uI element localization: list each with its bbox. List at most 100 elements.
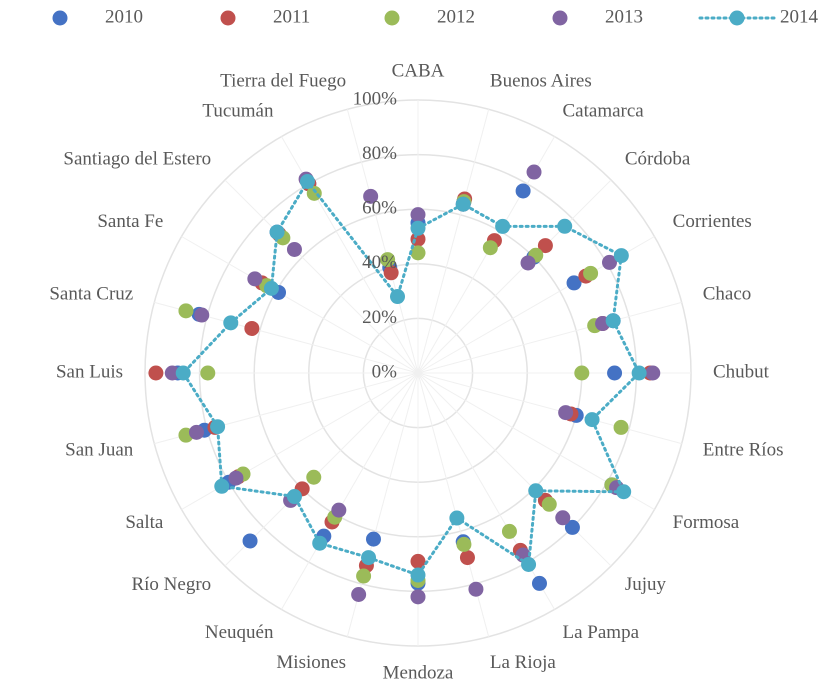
- legend-marker: [52, 10, 68, 26]
- data-point: [616, 484, 632, 500]
- data-point: [164, 365, 180, 381]
- category-label: Santiago del Estero: [63, 149, 211, 170]
- data-point: [228, 470, 244, 486]
- data-point: [365, 531, 381, 547]
- category-label: San Luis: [56, 361, 123, 382]
- data-point: [456, 536, 472, 552]
- data-point: [631, 365, 647, 381]
- data-point: [495, 218, 511, 234]
- data-point: [223, 315, 239, 331]
- data-point: [528, 483, 544, 499]
- data-point: [645, 365, 661, 381]
- data-point: [410, 553, 426, 569]
- category-label: La Pampa: [563, 622, 640, 643]
- data-point: [613, 419, 629, 435]
- data-point: [148, 365, 164, 381]
- data-point: [361, 550, 377, 566]
- data-point: [351, 587, 367, 603]
- spoke: [224, 179, 419, 374]
- spoke: [417, 372, 612, 567]
- data-point: [286, 241, 302, 257]
- data-point: [269, 224, 285, 240]
- r-tick-label: 20%: [362, 307, 397, 328]
- data-point: [520, 255, 536, 271]
- data-point: [564, 519, 580, 535]
- legend-label: 2014: [780, 6, 819, 27]
- category-label: Corrientes: [673, 211, 752, 232]
- data-point: [380, 252, 396, 268]
- data-point: [602, 254, 618, 270]
- data-point: [541, 496, 557, 512]
- legend-marker: [220, 10, 236, 26]
- category-label: Entre Ríos: [703, 439, 784, 460]
- data-point: [521, 557, 537, 573]
- data-point: [501, 523, 517, 539]
- category-label: Chubut: [713, 361, 770, 382]
- data-point: [526, 164, 542, 180]
- data-point: [210, 419, 226, 435]
- category-label: Santa Cruz: [49, 283, 133, 304]
- spoke: [417, 179, 612, 374]
- legend-label: 2013: [605, 6, 643, 27]
- legend-label: 2010: [105, 6, 143, 27]
- data-point: [410, 589, 426, 605]
- legend-marker: [384, 10, 400, 26]
- r-tick-label: 0%: [372, 361, 398, 382]
- data-point: [566, 275, 582, 291]
- category-label: La Rioja: [490, 652, 557, 673]
- category-label: Formosa: [673, 512, 740, 533]
- data-point: [286, 489, 302, 505]
- data-point: [390, 289, 406, 305]
- data-point: [410, 220, 426, 236]
- data-point: [299, 173, 315, 189]
- data-point: [607, 365, 623, 381]
- spoke: [181, 236, 419, 374]
- data-point: [410, 245, 426, 261]
- legend-marker: [729, 10, 745, 26]
- category-label: Córdoba: [625, 149, 691, 170]
- data-point: [244, 320, 260, 336]
- data-point: [583, 265, 599, 281]
- data-point: [306, 469, 322, 485]
- category-label: Tucumán: [202, 101, 274, 122]
- legend-label: 2011: [273, 6, 310, 27]
- legend-label: 2012: [437, 6, 475, 27]
- spoke: [281, 136, 419, 374]
- data-point: [555, 510, 571, 526]
- spoke: [281, 372, 419, 610]
- data-point: [200, 365, 216, 381]
- data-point: [531, 575, 547, 591]
- data-point: [557, 218, 573, 234]
- spoke: [417, 109, 490, 374]
- data-point: [605, 313, 621, 329]
- data-point: [188, 424, 204, 440]
- data-point: [356, 568, 372, 584]
- category-label: Santa Fe: [97, 211, 163, 232]
- r-tick-label: 60%: [362, 198, 397, 219]
- category-label: Neuquén: [205, 622, 274, 643]
- category-label: San Juan: [65, 439, 134, 460]
- data-point: [468, 581, 484, 597]
- data-point: [558, 405, 574, 421]
- r-tick-label: 100%: [353, 88, 398, 109]
- category-label: Chaco: [703, 283, 752, 304]
- data-point: [410, 567, 426, 583]
- data-point: [482, 240, 498, 256]
- data-point: [574, 365, 590, 381]
- r-tick-label: 80%: [362, 143, 397, 164]
- category-label: Río Negro: [131, 574, 211, 595]
- category-label: CABA: [392, 60, 445, 81]
- category-label: Catamarca: [563, 101, 645, 122]
- data-point: [537, 238, 553, 254]
- data-point: [613, 248, 629, 264]
- category-label: Mendoza: [383, 662, 454, 683]
- spoke: [224, 372, 419, 567]
- spoke: [417, 372, 682, 445]
- legend-marker: [552, 10, 568, 26]
- spoke: [417, 301, 682, 374]
- data-point: [410, 207, 426, 223]
- data-point: [247, 271, 263, 287]
- category-label: Buenos Aires: [490, 71, 592, 92]
- category-label: Misiones: [276, 652, 346, 673]
